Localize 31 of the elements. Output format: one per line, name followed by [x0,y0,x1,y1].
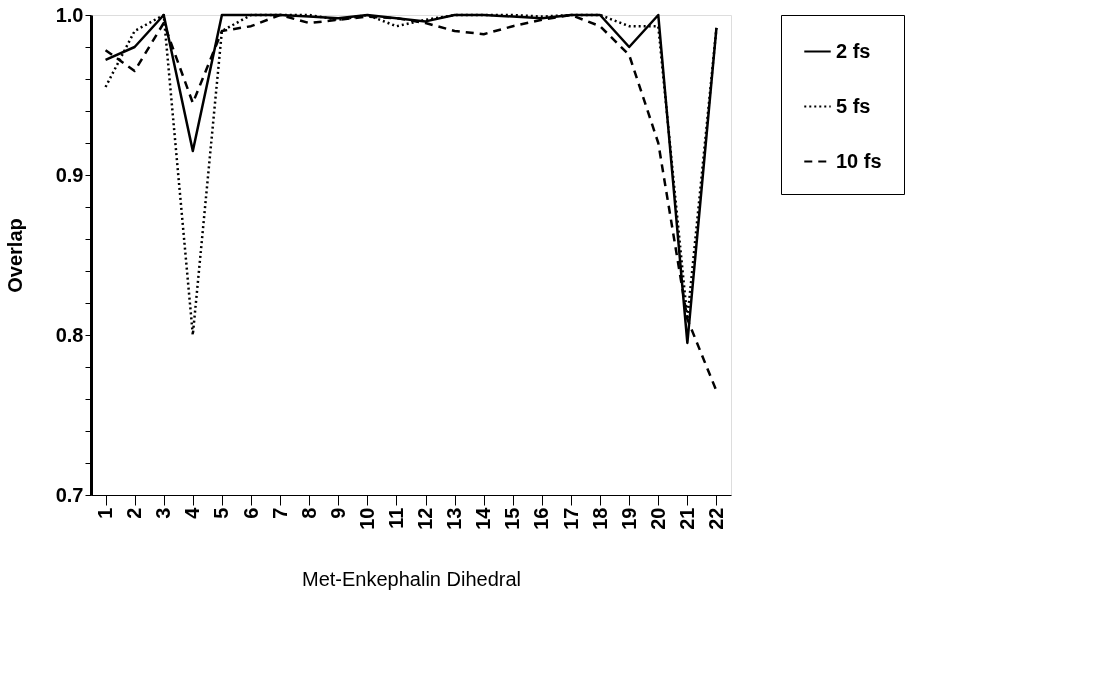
x-tick-label: 4 [181,506,204,519]
legend-label: 5 fs [836,94,871,117]
x-tick-label: 16 [530,507,553,530]
x-tick-label: 2 [123,507,146,519]
x-tick-label: 6 [239,507,262,519]
x-tick-label: 15 [501,507,524,530]
x-tick-label: 1 [94,507,117,519]
x-tick-label: 14 [472,506,495,530]
x-tick-label: 13 [443,507,466,530]
x-tick-label: 22 [704,507,727,530]
x-tick-label: 3 [152,507,175,519]
y-tick-label: 1.0 [55,3,84,26]
x-tick-label: 17 [559,507,582,530]
x-tick-label: 12 [414,507,437,530]
legend-label: 10 fs [836,149,882,172]
y-tick-label: 0.8 [55,323,84,346]
x-tick-label: 8 [297,507,320,519]
x-tick-label: 11 [384,507,407,529]
x-tick-label: 20 [646,507,669,530]
y-tick-label: 0.7 [55,483,84,506]
legend-label: 2 fs [836,39,871,62]
x-tick-label: 18 [588,507,611,530]
y-axis-title: Overlap [3,218,26,293]
x-tick-label: 7 [268,507,291,519]
y-tick-label: 0.9 [55,163,84,186]
x-tick-label: 9 [326,507,349,519]
x-tick-label: 10 [355,507,378,530]
x-tick-label: 5 [210,507,233,519]
x-tick-label: 21 [675,507,698,530]
x-axis-title: Met-Enkephalin Dihedral [301,567,522,590]
x-tick-label: 19 [617,507,640,530]
